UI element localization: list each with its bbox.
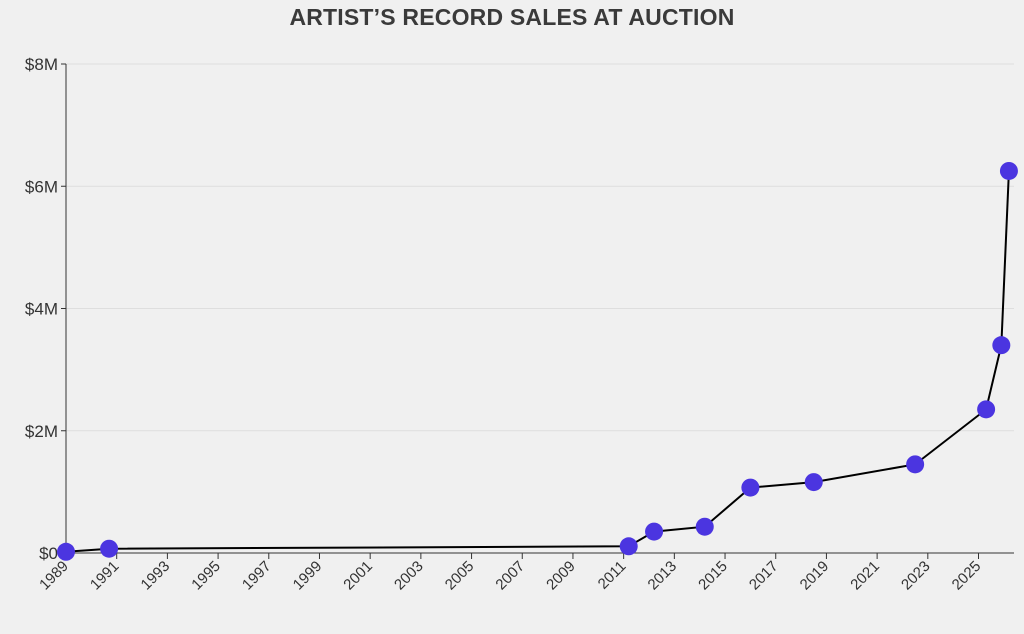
data-point[interactable] — [619, 537, 638, 556]
x-tick-label: 2015 — [695, 558, 731, 594]
x-tick-label: 2023 — [898, 558, 934, 594]
y-tick-label: $2M — [25, 422, 58, 441]
x-tick-label: 1999 — [290, 558, 326, 594]
series-line — [65, 170, 1010, 553]
x-tick-label: 2001 — [340, 558, 376, 594]
y-tick-label: $0 — [39, 544, 58, 563]
data-point[interactable] — [999, 161, 1018, 180]
chart-title: ARTIST’S RECORD SALES AT AUCTION — [289, 4, 735, 30]
x-tick-label: 1989 — [36, 558, 72, 594]
data-point[interactable] — [695, 517, 714, 536]
grid-lines — [66, 63, 1014, 432]
x-tick-label: 1995 — [188, 558, 224, 594]
x-tick-label: 2013 — [645, 558, 681, 594]
y-tick-label: $4M — [25, 300, 58, 319]
y-axis-ticks: $0 $2M $4M $6M $8M — [25, 55, 66, 563]
x-tick-label: 2017 — [746, 558, 782, 594]
x-tick-label: 2019 — [797, 558, 833, 594]
x-tick-label: 2011 — [595, 558, 630, 593]
x-tick-label: 1991 — [87, 558, 123, 594]
data-point[interactable] — [906, 455, 925, 474]
x-tick-label: 2021 — [847, 558, 883, 594]
x-tick-label: 2003 — [391, 558, 427, 594]
data-point[interactable] — [977, 400, 996, 419]
x-tick-label: 1993 — [138, 558, 174, 594]
data-point[interactable] — [57, 542, 75, 561]
series-line-layer — [65, 170, 1010, 553]
x-axis-ticks: 1989 1991 1993 1995 1997 1999 2001 2003 2005 2007… — [36, 553, 984, 593]
y-tick-label: $6M — [25, 177, 58, 196]
data-point[interactable] — [992, 336, 1011, 355]
x-tick-label: 2005 — [442, 558, 478, 594]
x-tick-label: 1997 — [239, 558, 275, 594]
data-point[interactable] — [741, 478, 760, 497]
x-tick-label: 2009 — [543, 558, 579, 594]
x-tick-label: 2007 — [492, 558, 528, 594]
data-point[interactable] — [804, 473, 823, 492]
x-tick-label: 2025 — [949, 558, 985, 594]
y-tick-label: $8M — [25, 55, 58, 74]
series-points — [57, 161, 1018, 561]
data-point[interactable] — [645, 522, 664, 541]
data-point[interactable] — [100, 539, 119, 558]
